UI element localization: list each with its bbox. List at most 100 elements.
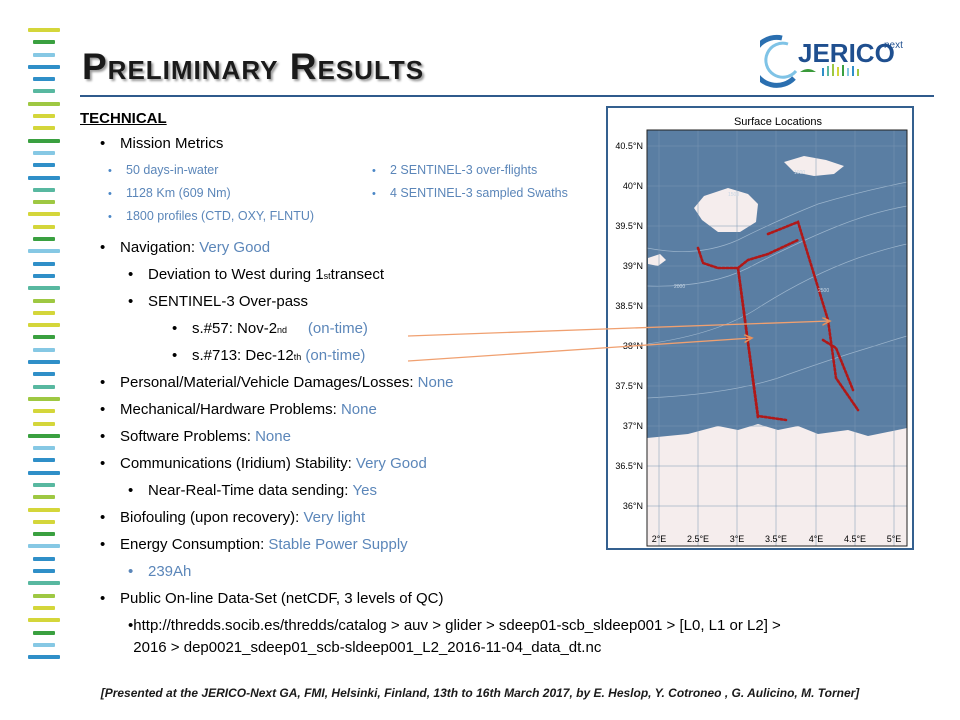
lat-tick-label: 40.5°N [615,141,643,151]
stripe [28,138,60,143]
biofouling-item: • Biofouling (upon recovery): Very light [100,509,366,526]
contour-label: 2500 [818,288,829,294]
stripe [28,433,60,438]
depth-contour [646,335,908,399]
lon-tick-label: 5°E [887,534,902,544]
lat-tick-label: 40°N [623,181,643,191]
page-title: Preliminary Results [82,46,425,87]
stripe [33,630,55,635]
lon-tick-label: 2.5°E [687,534,709,544]
stripe [28,212,60,217]
stripe [33,89,55,94]
contour-label: 1000 [794,170,805,176]
stripe [28,64,60,69]
stripe [33,458,55,463]
presentation-footer: [Presented at the JERICO-Next GA, FMI, H… [100,686,860,700]
stripe [33,150,55,155]
longitude-tick-labels: 2°E 2.5°E 3°E 3.5°E 4°E 4.5°E 5°E [652,534,902,544]
stripe [33,605,55,610]
lat-tick-label: 38°N [623,341,643,351]
lat-tick-label: 38.5°N [615,301,643,311]
stripe [33,200,55,205]
stripe [33,495,55,500]
stripe [33,409,55,414]
glider-track [736,266,788,422]
stripe [28,544,60,549]
lat-tick-label: 36.5°N [615,461,643,471]
stripe [28,396,60,401]
energy-value-item: • 239Ah [128,563,192,580]
lon-tick-label: 3°E [730,534,745,544]
logo-text: JERICO [798,38,895,68]
stripe [28,581,60,586]
stripe [28,360,60,365]
stripe [28,507,60,512]
stripe [33,77,55,82]
stripe [33,384,55,389]
section-heading: TECHNICAL [80,110,167,127]
stripe [33,372,55,377]
contour-label: 2000 [674,284,685,290]
lon-tick-label: 2°E [652,534,667,544]
results-content: TECHNICAL • Mission Metrics • 50 days-in-w… [80,108,781,659]
stripe [28,470,60,475]
glider-track [736,238,800,270]
decorative-stripes [28,28,64,667]
stripe [33,237,55,242]
stripe [33,593,55,598]
stripe [33,519,55,524]
stripe [33,126,55,131]
latitude-tick-labels: 40.5°N 40°N 39.5°N 39°N 38.5°N 38°N 37.5°N 37°N… [615,141,643,511]
lon-tick-label: 3.5°E [765,534,787,544]
metric-swaths: • 4 SENTINEL-3 sampled Swaths [372,186,568,200]
logo-suffix: next [884,40,903,51]
lon-tick-label: 4°E [809,534,824,544]
stripe [33,642,55,647]
stripe [33,335,55,340]
stripe [28,249,60,254]
damages-item: • Personal/Material/Vehicle Damages/Losse… [100,374,454,391]
stripe [33,163,55,168]
mission-metrics-grid: • 50 days-in-water • 2 SENTINEL-3 over-fli… [108,159,620,228]
stripe [33,298,55,303]
metric-overflights: • 2 SENTINEL-3 over-flights [372,163,538,177]
land-menorca [784,156,844,176]
metric-days: • 50 days-in-water [108,163,219,177]
stripe [33,273,55,278]
dataset-item: • Public On-line Data-Set (netCDF, 3 leve… [100,590,444,607]
stripe [28,101,60,106]
energy-item: • Energy Consumption: Stable Power Supply [100,536,408,553]
dataset-url-link[interactable]: http://thredds.socib.es/thredds/catalog … [133,617,781,656]
logo-wave-bars [822,64,859,76]
lon-tick-label: 4.5°E [844,534,866,544]
stripe [33,187,55,192]
mechanical-item: • Mechanical/Hardware Problems: None [100,401,377,418]
metric-distance: • 1128 Km (609 Nm) [108,186,231,200]
lat-tick-label: 36°N [623,501,643,511]
land-africa [647,424,907,546]
stripe [33,482,55,487]
map-plot-area: 1000 1500 2000 2500 [646,129,908,547]
land-ibiza [648,254,666,266]
glider-track [821,338,855,392]
nrt-item: • Near-Real-Time data sending: Yes [128,482,378,499]
stripe [33,224,55,229]
mission-metrics-item: • Mission Metrics [100,135,224,152]
lat-tick-label: 39.5°N [615,221,643,231]
map-title: Surface Locations [734,116,823,128]
stripe [33,40,55,45]
stripe [33,52,55,57]
pass-57-item: • s.#57: Nov-2 nd (on-time) [172,320,368,337]
stripe [28,28,60,32]
jerico-logo: JERICO next [760,34,903,88]
contour-label: 1500 [728,192,739,198]
dataset-url-item: • http://thredds.socib.es/thredds/catalo… [80,612,781,659]
stripe [28,175,60,180]
stripe [33,261,55,266]
stripe [33,569,55,574]
title-divider [80,95,934,97]
lat-tick-label: 37.5°N [615,381,643,391]
sentinel-overpass-item: • SENTINEL-3 Over-pass [128,293,309,310]
stripe [33,114,55,119]
lat-tick-label: 39°N [623,261,643,271]
